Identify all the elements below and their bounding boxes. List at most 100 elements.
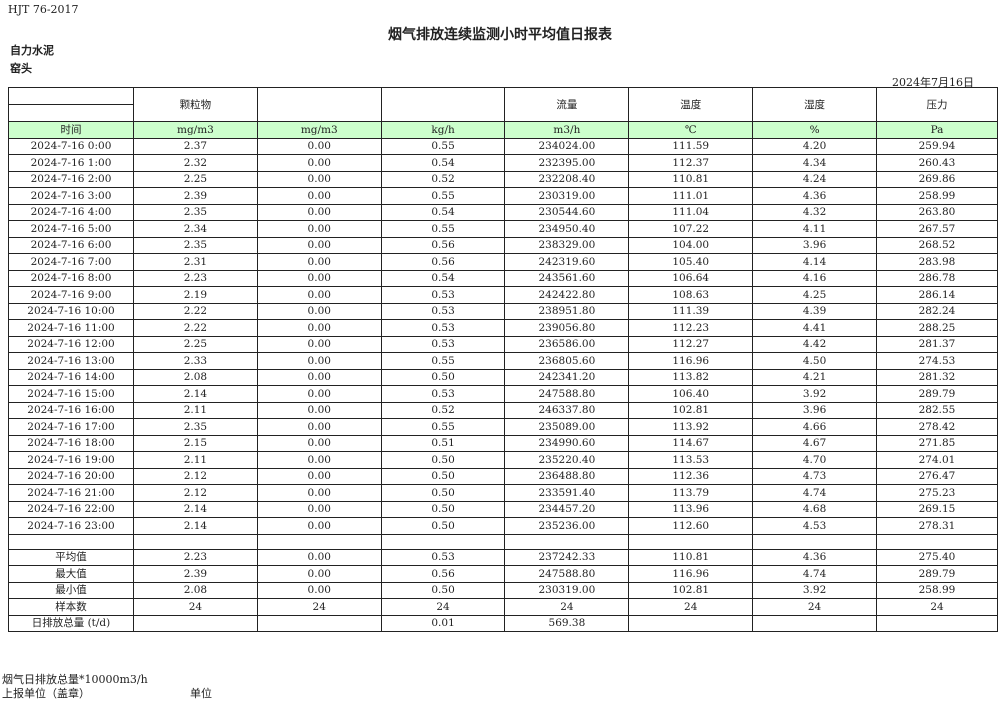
row-value: 276.47 [876, 467, 998, 485]
row-time: 2024-7-16 13:00 [8, 352, 134, 370]
table-row: 2024-7-16 16:00 2.11 0.00 0.52 246337.80 102.… [8, 401, 998, 419]
header-params-row: 颗粒物 流量 温度 湿度 压力 [8, 87, 998, 122]
unit-header: kg/h [380, 121, 506, 139]
row-value: 4.16 [752, 269, 877, 287]
summary-value: 0.50 [380, 581, 506, 599]
row-time: 2024-7-16 6:00 [8, 236, 134, 254]
summary-value [133, 614, 258, 632]
row-value: 0.50 [380, 451, 506, 469]
blank-cell [628, 533, 754, 550]
row-value: 106.40 [628, 385, 754, 403]
unit-header: mg/m3 [256, 121, 382, 139]
table-row: 2024-7-16 19:00 2.11 0.00 0.50 235220.40 113.… [8, 451, 998, 469]
summary-value: 0.56 [380, 565, 506, 583]
row-value: 4.34 [752, 154, 877, 172]
row-value: 3.96 [752, 236, 877, 254]
blank-cell [504, 533, 630, 550]
row-time: 2024-7-16 14:00 [8, 368, 134, 386]
row-value: 235220.40 [504, 451, 630, 469]
summary-label: 平均值 [8, 548, 134, 566]
standard-code: HJT 76-2017 [8, 3, 79, 16]
row-value: 0.00 [256, 385, 382, 403]
row-value: 234990.60 [504, 434, 630, 452]
row-value: 4.66 [752, 418, 877, 436]
row-value: 113.96 [628, 500, 754, 518]
unit-label: 单位 [190, 687, 212, 700]
row-value: 113.79 [628, 484, 754, 502]
table-row: 2024-7-16 9:00 2.19 0.00 0.53 242422.80 108.6… [8, 286, 998, 304]
row-value: 269.86 [876, 170, 998, 188]
row-value: 4.32 [752, 203, 877, 221]
row-time: 2024-7-16 19:00 [8, 451, 134, 469]
row-value: 2.15 [133, 434, 258, 452]
row-value: 2.33 [133, 352, 258, 370]
summary-value: 0.00 [256, 548, 382, 566]
summary-value: 116.96 [628, 565, 754, 583]
summary-row: 平均值 2.23 0.00 0.53 237242.33 110.81 4.36 275.40 [8, 548, 998, 566]
row-value: 111.04 [628, 203, 754, 221]
row-value: 0.55 [380, 418, 506, 436]
row-value: 269.15 [876, 500, 998, 518]
company-name: 自力水泥 [10, 44, 54, 57]
row-value: 108.63 [628, 286, 754, 304]
table-row: 2024-7-16 21:00 2.12 0.00 0.50 233591.40 113.… [8, 484, 998, 502]
row-value: 0.00 [256, 319, 382, 337]
row-value: 4.68 [752, 500, 877, 518]
summary-value [752, 614, 877, 632]
row-value: 0.53 [380, 319, 506, 337]
unit-header: Pa [876, 121, 998, 139]
row-value: 4.24 [752, 170, 877, 188]
row-value: 0.54 [380, 154, 506, 172]
summary-value: 0.00 [256, 581, 382, 599]
row-value: 112.36 [628, 467, 754, 485]
summary-row: 日排放总量 (t/d) 0.01 569.38 [8, 614, 998, 632]
row-value: 0.52 [380, 170, 506, 188]
row-value: 0.00 [256, 401, 382, 419]
table-row: 2024-7-16 14:00 2.08 0.00 0.50 242341.20 113.… [8, 368, 998, 386]
row-value: 2.19 [133, 286, 258, 304]
row-value: 2.08 [133, 368, 258, 386]
row-value: 236586.00 [504, 335, 630, 353]
row-value: 2.22 [133, 302, 258, 320]
row-value: 286.14 [876, 286, 998, 304]
row-value: 232395.00 [504, 154, 630, 172]
row-value: 0.00 [256, 253, 382, 271]
row-value: 271.85 [876, 434, 998, 452]
summary-value: 110.81 [628, 548, 754, 566]
row-value: 2.35 [133, 418, 258, 436]
row-value: 4.36 [752, 187, 877, 205]
row-value: 4.39 [752, 302, 877, 320]
row-time: 2024-7-16 1:00 [8, 154, 134, 172]
summary-value: 247588.80 [504, 565, 630, 583]
summary-value [256, 614, 382, 632]
row-value: 0.00 [256, 500, 382, 518]
summary-value: 4.36 [752, 548, 877, 566]
row-value: 278.31 [876, 517, 998, 535]
table-row: 2024-7-16 2:00 2.25 0.00 0.52 232208.40 110.8… [8, 170, 998, 188]
summary-row: 最大值 2.39 0.00 0.56 247588.80 116.96 4.74 289.79 [8, 565, 998, 583]
summary-value: 24 [256, 598, 382, 616]
row-value: 267.57 [876, 220, 998, 238]
row-value: 242319.60 [504, 253, 630, 271]
monitoring-point: 窑头 [10, 62, 32, 75]
row-value: 111.59 [628, 137, 754, 155]
row-value: 283.98 [876, 253, 998, 271]
row-value: 0.00 [256, 467, 382, 485]
row-time: 2024-7-16 20:00 [8, 467, 134, 485]
row-time: 2024-7-16 4:00 [8, 203, 134, 221]
row-value: 0.00 [256, 335, 382, 353]
row-value: 282.24 [876, 302, 998, 320]
row-value: 278.42 [876, 418, 998, 436]
row-value: 0.00 [256, 203, 382, 221]
summary-value: 24 [133, 598, 258, 616]
summary-value: 258.99 [876, 581, 998, 599]
unit-header: % [752, 121, 877, 139]
row-value: 247588.80 [504, 385, 630, 403]
row-value: 0.00 [256, 170, 382, 188]
summary-value: 289.79 [876, 565, 998, 583]
row-value: 2.37 [133, 137, 258, 155]
time-header: 时间 [8, 121, 134, 139]
row-value: 0.56 [380, 253, 506, 271]
row-value: 0.00 [256, 352, 382, 370]
row-value: 230319.00 [504, 187, 630, 205]
